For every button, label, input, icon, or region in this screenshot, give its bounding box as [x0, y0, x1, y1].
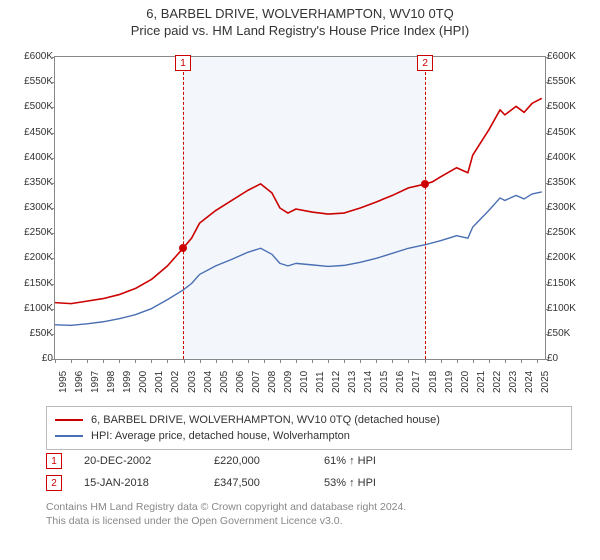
attribution-line1: Contains HM Land Registry data © Crown c…	[46, 500, 406, 514]
y-tick-label: £100K	[9, 303, 53, 314]
x-tick-label: 2021	[476, 371, 487, 393]
y-tick-label: £300K	[547, 202, 591, 213]
y-tick-label: £450K	[9, 127, 53, 138]
y-tick-label: £200K	[547, 252, 591, 263]
x-tick-label: 2005	[219, 371, 230, 393]
x-tick-label: 1995	[58, 371, 69, 393]
series-line-property	[55, 98, 542, 303]
event-dot	[179, 244, 187, 252]
x-tick-label: 2022	[492, 371, 503, 393]
x-tick-label: 2004	[203, 371, 214, 393]
y-tick-label: £50K	[547, 328, 591, 339]
y-tick-label: £600K	[9, 51, 53, 62]
x-tick-label: 2010	[299, 371, 310, 393]
y-tick-label: £250K	[9, 227, 53, 238]
y-tick-label: £500K	[547, 101, 591, 112]
marker-badge: 1	[46, 453, 62, 469]
y-tick-label: £0	[9, 353, 53, 364]
x-tick-label: 2015	[379, 371, 390, 393]
y-tick-label: £550K	[547, 76, 591, 87]
y-tick-label: £200K	[9, 252, 53, 263]
x-tick-label: 2025	[540, 371, 551, 393]
y-tick-label: £150K	[547, 278, 591, 289]
x-tick-label: 2013	[347, 371, 358, 393]
x-tick-label: 2023	[508, 371, 519, 393]
y-tick-label: £0	[547, 353, 591, 364]
page-title-address: 6, BARBEL DRIVE, WOLVERHAMPTON, WV10 0TQ	[0, 6, 600, 21]
x-tick-label: 2012	[331, 371, 342, 393]
price-chart: £0 £0 £50K £50K £100K £100K £150K £150K £200K £20…	[8, 44, 592, 394]
event-dot	[421, 180, 429, 188]
x-tick-label: 2018	[428, 371, 439, 393]
attribution-line2: This data is licensed under the Open Gov…	[46, 514, 406, 528]
legend-label: HPI: Average price, detached house, Wolv…	[91, 430, 350, 442]
page-title-subtitle: Price paid vs. HM Land Registry's House …	[0, 23, 600, 38]
x-tick-label: 2008	[267, 371, 278, 393]
marker-price: £347,500	[214, 477, 324, 489]
marker-date: 20-DEC-2002	[84, 455, 214, 467]
legend-swatch	[55, 435, 83, 437]
x-tick-label: 2007	[251, 371, 262, 393]
x-tick-label: 2006	[235, 371, 246, 393]
y-tick-label: £50K	[9, 328, 53, 339]
legend-label: 6, BARBEL DRIVE, WOLVERHAMPTON, WV10 0TQ…	[91, 414, 440, 426]
x-tick-label: 1997	[90, 371, 101, 393]
y-tick-label: £450K	[547, 127, 591, 138]
x-tick-label: 2009	[283, 371, 294, 393]
x-tick-label: 2020	[460, 371, 471, 393]
y-tick-label: £600K	[547, 51, 591, 62]
x-tick-label: 1996	[74, 371, 85, 393]
marker-badge: 2	[46, 475, 62, 491]
x-tick-label: 2016	[395, 371, 406, 393]
x-tick-label: 1998	[106, 371, 117, 393]
event-markers-table: 1 20-DEC-2002£220,00061% ↑ HPI 2 15-JAN-201…	[46, 450, 444, 494]
y-tick-label: £350K	[547, 177, 591, 188]
attribution-text: Contains HM Land Registry data © Crown c…	[46, 500, 406, 528]
legend-swatch	[55, 419, 83, 421]
marker-date: 15-JAN-2018	[84, 477, 214, 489]
x-tick-label: 2017	[411, 371, 422, 393]
y-tick-label: £300K	[9, 202, 53, 213]
legend-item: 6, BARBEL DRIVE, WOLVERHAMPTON, WV10 0TQ…	[55, 412, 563, 428]
marker-pct: 61% ↑ HPI	[324, 455, 444, 467]
x-tick-label: 2024	[524, 371, 535, 393]
y-tick-label: £500K	[9, 101, 53, 112]
x-tick-label: 2001	[154, 371, 165, 393]
marker-price: £220,000	[214, 455, 324, 467]
chart-svg	[55, 57, 545, 359]
marker-row: 2 15-JAN-2018£347,50053% ↑ HPI	[46, 472, 444, 494]
y-tick-label: £250K	[547, 227, 591, 238]
x-tick-label: 2003	[187, 371, 198, 393]
x-tick-label: 2014	[363, 371, 374, 393]
series-line-hpi	[55, 192, 542, 325]
y-tick-label: £350K	[9, 177, 53, 188]
chart-legend: 6, BARBEL DRIVE, WOLVERHAMPTON, WV10 0TQ…	[46, 406, 572, 450]
x-tick-label: 2002	[170, 371, 181, 393]
y-tick-label: £100K	[547, 303, 591, 314]
x-tick-label: 1999	[122, 371, 133, 393]
x-tick-label: 2011	[315, 371, 326, 393]
marker-row: 1 20-DEC-2002£220,00061% ↑ HPI	[46, 450, 444, 472]
y-tick-label: £400K	[9, 152, 53, 163]
y-tick-label: £150K	[9, 278, 53, 289]
x-tick-label: 2000	[138, 371, 149, 393]
y-tick-label: £400K	[547, 152, 591, 163]
y-tick-label: £550K	[9, 76, 53, 87]
marker-pct: 53% ↑ HPI	[324, 477, 444, 489]
x-tick-label: 2019	[444, 371, 455, 393]
legend-item: HPI: Average price, detached house, Wolv…	[55, 428, 563, 444]
